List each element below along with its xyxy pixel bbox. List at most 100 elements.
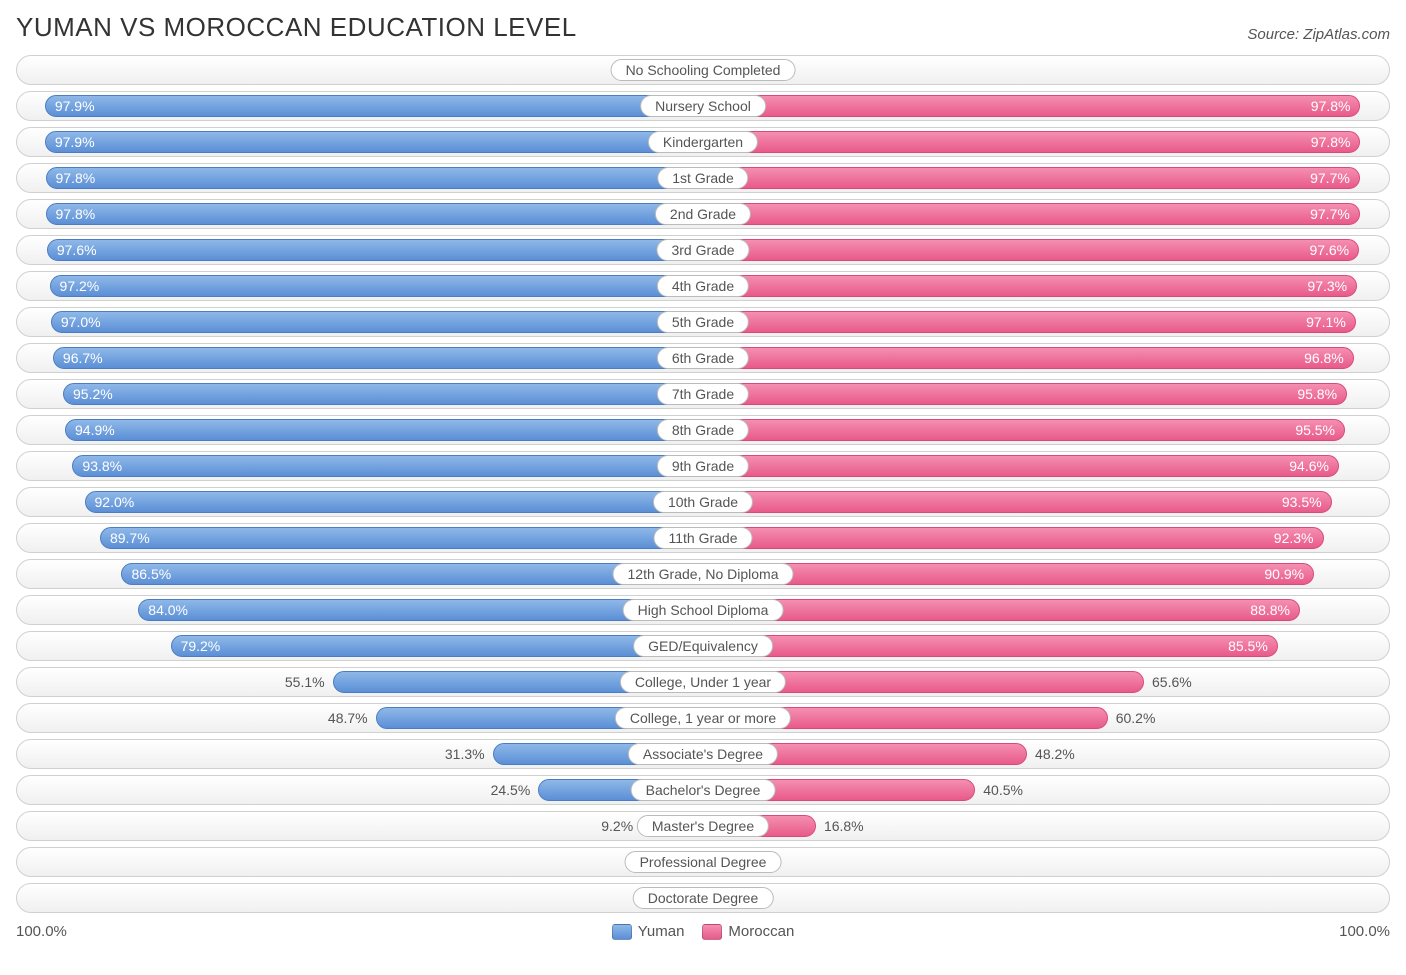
bar-right-value: 95.5% [1295,422,1335,438]
chart-row: 97.8%97.7%1st Grade [16,163,1390,193]
category-label: Doctorate Degree [633,887,774,909]
chart-row: 97.9% 97.8% Nursery School [16,91,1390,121]
bar-left [46,203,703,225]
category-label: 3rd Grade [656,239,749,261]
bar-left-value: 55.1% [285,674,325,690]
category-label: 8th Grade [657,419,749,441]
category-label: Kindergarten [648,131,758,153]
bar-right-value: 60.2% [1116,710,1156,726]
bar-left [85,491,703,513]
bar-left-value: 92.0% [95,494,135,510]
bar-left-value: 79.2% [181,638,221,654]
chart-row: 95.2% 95.8% 7th Grade [16,379,1390,409]
chart-legend: Yuman Moroccan [612,923,795,940]
category-label: 7th Grade [657,383,749,405]
category-label: 6th Grade [657,347,749,369]
bar-left-value: 84.0% [148,602,188,618]
bar-right [703,311,1356,333]
category-label: 4th Grade [657,275,749,297]
legend-item-right: Moroccan [702,923,794,940]
bar-right [703,563,1314,585]
bar-right-value: 96.8% [1304,350,1344,366]
bar-left-value: 86.5% [131,566,171,582]
category-label: College, Under 1 year [620,671,786,693]
bar-left [45,95,703,117]
chart-row: 48.7%60.2%College, 1 year or more [16,703,1390,733]
chart-row: 31.3% 48.2% Associate's Degree [16,739,1390,769]
bar-right [703,167,1360,189]
chart-row: 3.3%5.0%Professional Degree [16,847,1390,877]
chart-row: 1.5%2.0%Doctorate Degree [16,883,1390,913]
category-label: GED/Equivalency [633,635,773,657]
category-label: Master's Degree [637,815,769,837]
category-label: High School Diploma [623,599,784,621]
category-label: Nursery School [640,95,766,117]
bar-right-value: 88.8% [1250,602,1290,618]
bar-left-value: 97.8% [56,170,96,186]
bar-right-value: 95.8% [1297,386,1337,402]
legend-swatch-right [702,924,722,940]
chart-row: 97.8%97.7%2nd Grade [16,199,1390,229]
bar-right-value: 97.8% [1311,134,1351,150]
legend-label-right: Moroccan [728,923,794,940]
bar-right-value: 48.2% [1035,746,1075,762]
chart-row: 93.8%94.6%9th Grade [16,451,1390,481]
bar-left [51,311,703,333]
bar-left-value: 94.9% [75,422,115,438]
bar-right [703,275,1357,297]
bar-right-value: 92.3% [1274,530,1314,546]
category-label: Associate's Degree [628,743,778,765]
chart-rows: 2.5%2.2%No Schooling Completed 97.9% 97.8%… [16,55,1390,913]
category-label: 9th Grade [657,455,749,477]
bar-left [171,635,703,657]
legend-item-left: Yuman [612,923,685,940]
bar-right [703,635,1278,657]
category-label: Bachelor's Degree [631,779,776,801]
legend-swatch-left [612,924,632,940]
bar-left-value: 9.2% [601,818,633,834]
bar-left [50,275,703,297]
category-label: 5th Grade [657,311,749,333]
bar-left-value: 93.8% [82,458,122,474]
bar-left-value: 97.8% [56,206,96,222]
bar-left-value: 48.7% [328,710,368,726]
chart-row: 9.2%16.8%Master's Degree [16,811,1390,841]
bar-right-value: 97.1% [1306,314,1346,330]
axis-right-max: 100.0% [1339,923,1390,940]
bar-left [138,599,703,621]
bar-left [65,419,703,441]
bar-right-value: 65.6% [1152,674,1192,690]
bar-right-value: 97.8% [1311,98,1351,114]
bar-right [703,131,1360,153]
bar-right [703,347,1354,369]
chart-row: 86.5%90.9%12th Grade, No Diploma [16,559,1390,589]
bar-right-value: 93.5% [1282,494,1322,510]
bar-right [703,419,1345,441]
category-label: 2nd Grade [655,203,751,225]
bar-right [703,527,1324,549]
chart-source: Source: ZipAtlas.com [1247,26,1390,43]
legend-label-left: Yuman [638,923,685,940]
bar-right-value: 97.7% [1310,170,1350,186]
bar-left-value: 89.7% [110,530,150,546]
chart-row: 55.1% 65.6% College, Under 1 year [16,667,1390,697]
bar-left-value: 31.3% [445,746,485,762]
bar-right-value: 40.5% [983,782,1023,798]
chart-title: YUMAN VS MOROCCAN EDUCATION LEVEL [16,12,577,43]
bar-left-value: 95.2% [73,386,113,402]
bar-right [703,599,1300,621]
source-name: ZipAtlas.com [1303,26,1390,43]
bar-left-value: 97.9% [55,98,95,114]
chart-row: 97.0%97.1%5th Grade [16,307,1390,337]
chart-row: 89.7% 92.3% 11th Grade [16,523,1390,553]
bar-left-value: 96.7% [63,350,103,366]
bar-right [703,491,1332,513]
bar-right [703,203,1360,225]
bar-left [46,167,703,189]
bar-right [703,239,1359,261]
category-label: 11th Grade [653,527,752,549]
chart-row: 94.9% 95.5% 8th Grade [16,415,1390,445]
chart-row: 2.5%2.2%No Schooling Completed [16,55,1390,85]
bar-left [47,239,703,261]
bar-left [45,131,703,153]
